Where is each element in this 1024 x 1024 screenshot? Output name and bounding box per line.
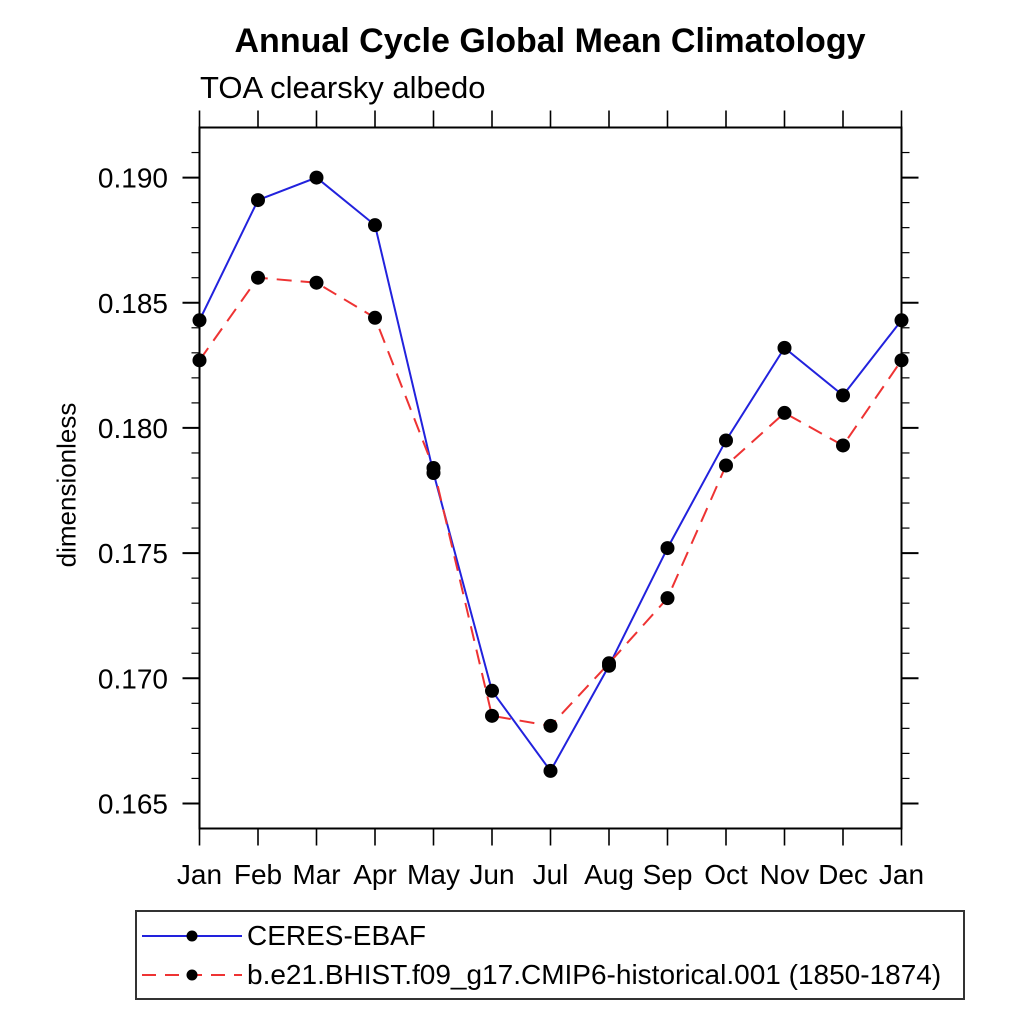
x-tick-label: Dec <box>818 859 868 890</box>
data-point-marker-0 <box>251 193 265 208</box>
data-point-marker-0 <box>660 541 675 556</box>
data-point-marker-1 <box>543 718 558 733</box>
legend-label-model-run: b.e21.BHIST.f09_g17.CMIP6-historical.001… <box>247 958 942 990</box>
legend-label-ceres-ebaf: CERES-EBAF <box>247 919 426 951</box>
data-point-marker-0 <box>719 433 733 448</box>
series-line-1 <box>198 276 903 727</box>
x-tick-label: Nov <box>760 859 810 890</box>
x-tick-label: May <box>407 859 460 890</box>
chart-subtitle: TOA clearsky albedo <box>200 70 486 105</box>
legend-item-ceres-ebaf: CERES-EBAF <box>137 920 963 952</box>
x-tick-label: Aug <box>584 859 634 890</box>
series-line-0 <box>198 176 903 773</box>
legend-marker-dot <box>186 969 198 980</box>
legend-sample-dashed-line <box>142 969 242 980</box>
x-tick-label: Jul <box>533 859 569 890</box>
data-point-marker-1 <box>251 270 265 285</box>
y-tick-label: 0.165 <box>98 788 168 819</box>
data-point-marker-1 <box>192 353 207 368</box>
data-point-marker-1 <box>309 275 324 290</box>
x-tick-label: Apr <box>353 859 397 890</box>
data-point-marker-1 <box>894 353 909 368</box>
legend-marker-dot <box>186 930 198 941</box>
y-tick-label: 0.170 <box>98 663 168 694</box>
data-point-marker-0 <box>894 313 909 328</box>
legend-sample-solid-line <box>142 930 242 941</box>
data-point-marker-0 <box>368 218 382 233</box>
data-point-marker-1 <box>836 438 850 453</box>
x-tick-label: Jan <box>879 859 924 890</box>
data-point-marker-0 <box>192 313 207 328</box>
data-point-marker-0 <box>836 388 850 403</box>
legend: CERES-EBAF b.e21.BHIST.f09_g17.CMIP6-his… <box>135 910 965 1000</box>
legend-item-model-run: b.e21.BHIST.f09_g17.CMIP6-historical.001… <box>137 959 963 991</box>
y-tick-label: 0.175 <box>98 538 168 569</box>
data-point-marker-1 <box>777 405 792 420</box>
data-point-marker-1 <box>426 460 441 475</box>
x-tick-label: Mar <box>292 859 340 890</box>
data-point-marker-1 <box>602 656 616 671</box>
data-point-marker-1 <box>719 458 733 473</box>
x-tick-label: Jun <box>469 859 514 890</box>
data-point-marker-1 <box>660 591 675 606</box>
x-tick-label: Feb <box>234 859 282 890</box>
data-point-marker-1 <box>368 310 382 325</box>
y-tick-label: 0.180 <box>98 413 168 444</box>
x-tick-label: Jan <box>177 859 222 890</box>
data-point-marker-0 <box>309 170 324 185</box>
y-tick-label: 0.190 <box>98 163 168 194</box>
data-point-marker-0 <box>485 683 499 698</box>
x-tick-label: Sep <box>643 859 693 890</box>
data-point-marker-1 <box>485 708 499 723</box>
data-point-marker-0 <box>777 340 792 355</box>
y-tick-label: 0.185 <box>98 288 168 319</box>
data-point-marker-0 <box>543 763 558 778</box>
x-tick-label: Oct <box>704 859 748 890</box>
chart-title: Annual Cycle Global Mean Climatology <box>234 22 866 60</box>
